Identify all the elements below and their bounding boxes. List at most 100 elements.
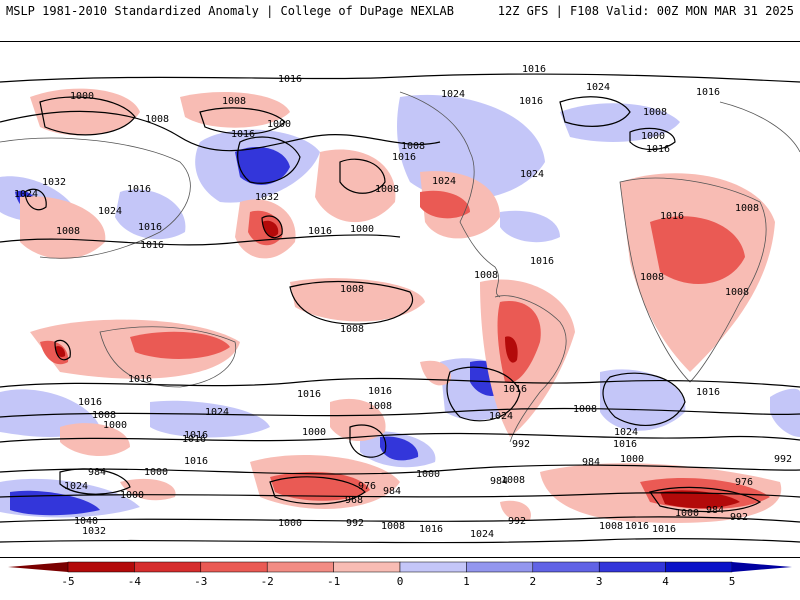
isobar-label: 1008 (643, 107, 667, 118)
isobar-label: 976 (735, 477, 753, 488)
map-canvas: 1016 1016 1024 1016 1008 1000 1000 1008 … (0, 64, 800, 544)
colorbar-arrow-negative (8, 562, 68, 572)
isobar-label: 984 (88, 467, 106, 478)
isobar-label: 1016 (140, 240, 164, 251)
isobar-label: 1040 (74, 516, 98, 527)
isobar-label: 992 (508, 516, 526, 527)
isobar-label: 1024 (586, 82, 610, 93)
colorbar-strip (8, 561, 792, 573)
isobar-label: 1016 (503, 384, 527, 395)
isobar-label: 1008 (145, 114, 169, 125)
isobar-label: 1016 (182, 434, 206, 445)
isobar-label: 1024 (64, 481, 88, 492)
isobar-label: 968 (345, 495, 363, 506)
isobar-label: 1016 (392, 152, 416, 163)
isobar-label: 1016 (519, 96, 543, 107)
isobar-label: 1008 (735, 203, 759, 214)
colorbar-tick-label: 3 (595, 575, 603, 588)
isobar-label: 1008 (401, 141, 425, 152)
colorbar-tick-label: -4 (127, 575, 142, 588)
isobar-label: 1016 (128, 374, 152, 385)
isobar-label: 1008 (340, 324, 364, 335)
isobar-label: 1000 (416, 469, 440, 480)
colorbar: -5 -4 -3 -2 -1 0 1 2 3 4 5 (0, 560, 800, 600)
isobar-labels: 1016 1016 1024 1016 1008 1000 1000 1008 … (14, 64, 792, 540)
isobar-label: 1024 (441, 89, 465, 100)
isobar-label: 1000 (350, 224, 374, 235)
isobar-label: 1000 (103, 420, 127, 431)
isobar-label: 1024 (520, 169, 544, 180)
isobar-label: 1016 (625, 521, 649, 532)
colorbar-segment (665, 561, 733, 573)
isobar-label: 1016 (696, 387, 720, 398)
isobar-label: 1024 (470, 529, 494, 540)
map-title: MSLP 1981-2010 Standardized Anomaly | Co… (6, 4, 454, 18)
isobar-label: 1016 (127, 184, 151, 195)
isobar-label: 1016 (652, 524, 676, 535)
colorbar-tick-label: -3 (194, 575, 208, 588)
isobar-label: 1008 (340, 284, 364, 295)
isobar-label: 1000 (641, 131, 665, 142)
isobar-label: 1032 (255, 192, 279, 203)
isobar-label: 1008 (375, 184, 399, 195)
isobar-label: 1016 (419, 524, 443, 535)
isobar-label: 1008 (381, 521, 405, 532)
isobar-label: 1024 (614, 427, 638, 438)
isobar-label: 1008 (56, 226, 80, 237)
colorbar-tick-label: 1 (463, 575, 470, 588)
isobar-label: 1016 (530, 256, 554, 267)
isobar-label: 1024 (432, 176, 456, 187)
isobar-label: 1016 (184, 456, 208, 467)
colorbar-segment (134, 561, 202, 573)
coastlines (0, 91, 800, 443)
isobar-label: 1000 (70, 91, 94, 102)
isobar-label: 1008 (368, 401, 392, 412)
isobar-label: 1016 (308, 226, 332, 237)
isobar-label: 992 (730, 512, 748, 523)
isobar-label: 1016 (78, 397, 102, 408)
isobar-label: 984 (490, 476, 508, 487)
isobar-label: 984 (383, 486, 401, 497)
colorbar-segment (399, 561, 467, 573)
isobar-label: 1000 (267, 119, 291, 130)
isobar-label: 1016 (297, 389, 321, 400)
colorbar-segment (266, 561, 334, 573)
colorbar-segment (598, 561, 666, 573)
isobar-label: 1024 (98, 206, 122, 217)
colorbar-segment (200, 561, 268, 573)
isobar-label: 1000 (675, 508, 699, 519)
isobar-label: 1008 (92, 410, 116, 421)
isobar-label: 1000 (278, 518, 302, 529)
isobar-label: 1008 (573, 404, 597, 415)
colorbar-tick-label: -1 (326, 575, 341, 588)
colorbar-tick-label: -5 (61, 575, 75, 588)
colorbar-segment (333, 561, 401, 573)
colorbar-tick-label: 2 (529, 575, 537, 588)
isobar-label: 992 (346, 518, 364, 529)
colorbar-arrow-positive (732, 562, 792, 572)
isobar-label: 1016 (278, 74, 302, 85)
isobar-label: 1024 (205, 407, 229, 418)
isobar-label: 1008 (501, 475, 525, 486)
model-run-info: 12Z GFS | F108 Valid: 00Z MON MAR 31 202… (497, 4, 794, 18)
colorbar-tick-label: 0 (396, 575, 404, 588)
colorbar-tick-label: 4 (662, 575, 669, 588)
isobar-label: 992 (774, 454, 792, 465)
header-bar: MSLP 1981-2010 Standardized Anomaly | Co… (0, 0, 800, 24)
strong-negative-anomaly (55, 220, 740, 509)
isobar-label: 1024 (14, 189, 38, 200)
isobar-label: 984 (582, 457, 600, 468)
colorbar-segment (532, 561, 600, 573)
isobar-label: 1000 (144, 467, 168, 478)
isobar-label: 1016 (646, 144, 670, 155)
isobar-label: 1016 (522, 64, 546, 75)
isobar-label: 1016 (613, 439, 637, 450)
colorbar-tick-label: 5 (728, 575, 736, 588)
anomaly-map: 1016 1016 1024 1016 1008 1000 1000 1008 … (0, 41, 800, 558)
isobar-label: 1016 (184, 430, 208, 441)
isobar-label: 1032 (82, 526, 106, 537)
isobar-label: 992 (512, 439, 530, 450)
isobar-label: 1000 (120, 490, 144, 501)
isobar-label: 1008 (599, 521, 623, 532)
isobar-label: 1000 (620, 454, 644, 465)
